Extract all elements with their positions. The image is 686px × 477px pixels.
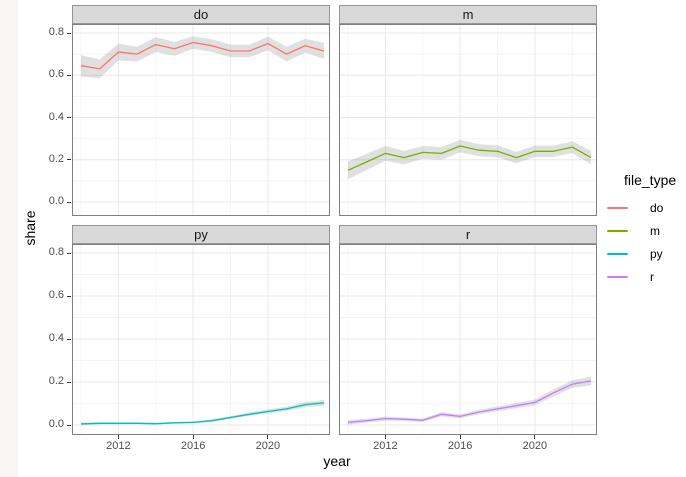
legend-item-label: py (650, 246, 663, 261)
x-tick-label: 2012 (373, 440, 398, 452)
y-tick-mark (67, 74, 71, 76)
legend-item-py: py (607, 242, 686, 265)
y-tick-mark (67, 424, 71, 426)
y-tick-mark (67, 32, 71, 34)
legend-item-do: do (607, 196, 686, 219)
ci-ribbon-do (81, 36, 324, 79)
panel-border (339, 244, 597, 435)
window-edge (0, 0, 18, 477)
x-tick-mark (267, 435, 269, 439)
legend-title: file_type (624, 172, 677, 188)
x-tick-mark (117, 435, 119, 439)
x-tick-label: 2016 (447, 440, 473, 452)
x-tick-mark (192, 435, 194, 439)
facet-strip-do: do (72, 5, 330, 24)
legend: file_type do m py r (607, 172, 686, 288)
x-tick-mark (534, 435, 536, 439)
y-tick-mark (67, 295, 71, 297)
x-tick-label: 2016 (180, 440, 206, 452)
x-tick-label: 2020 (522, 440, 548, 452)
legend-key-line-m (607, 229, 628, 232)
y-tick-mark (67, 201, 71, 203)
panel-border (339, 24, 597, 216)
facet-strip-label: do (193, 7, 209, 22)
facet-strip-label: py (194, 227, 208, 242)
series-line-r (347, 380, 592, 424)
y-tick-label: 0.0 (48, 418, 64, 430)
x-tick-label: 2012 (106, 440, 131, 452)
x-tick-mark (384, 435, 386, 439)
facet-panel-r (339, 244, 597, 435)
series-line-m (347, 145, 592, 171)
y-tick-label: 0.8 (48, 246, 64, 258)
legend-items: do m py r (607, 196, 686, 288)
y-tick-label: 0.4 (48, 110, 64, 123)
legend-item-label: m (650, 223, 660, 238)
y-tick-label: 0.0 (48, 195, 64, 207)
legend-item-label: r (650, 269, 654, 284)
y-axis-title: share (22, 210, 38, 246)
facet-panel-m (339, 24, 597, 216)
y-tick-mark (67, 252, 71, 254)
y-tick-mark (67, 381, 71, 383)
y-tick-label: 0.4 (48, 332, 64, 344)
facet-strip-label: m (462, 7, 474, 22)
panel-border (72, 24, 330, 216)
facet-strip-label: r (465, 227, 471, 242)
x-tick-label: 2020 (255, 440, 281, 452)
facet-panel-py (72, 244, 330, 435)
y-tick-mark (67, 159, 71, 161)
series-line-do (80, 41, 325, 70)
x-tick-mark (459, 435, 461, 439)
facet-strip-r: r (339, 225, 597, 244)
legend-item-m: m (607, 219, 686, 242)
legend-key-line-do (607, 206, 628, 209)
facet-panel-do (72, 24, 330, 216)
y-tick-mark (67, 338, 71, 340)
y-tick-mark (67, 117, 71, 118)
y-tick-label: 0.6 (48, 68, 64, 81)
legend-key-line-r (607, 275, 628, 278)
facet-strip-m: m (339, 5, 597, 24)
x-axis-title: year (323, 453, 351, 469)
y-tick-label: 0.6 (48, 289, 64, 301)
panel-border (72, 244, 330, 435)
legend-item-r: r (607, 265, 686, 288)
y-tick-label: 0.2 (48, 375, 64, 387)
ci-ribbon-r (348, 376, 591, 425)
facet-strip-py: py (72, 225, 330, 244)
ci-ribbon-m (348, 139, 591, 180)
y-tick-label: 0.8 (48, 26, 64, 38)
series-line-py (80, 402, 325, 425)
legend-key-line-py (607, 252, 628, 255)
legend-item-label: do (650, 200, 664, 215)
y-tick-label: 0.2 (48, 152, 64, 165)
